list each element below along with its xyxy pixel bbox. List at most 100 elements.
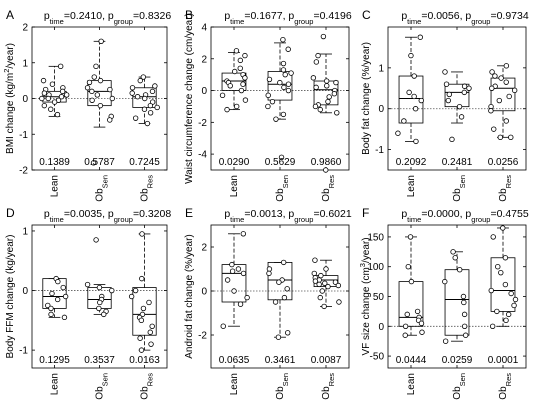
panel-title: ptime=0.0000, pgroup=0.4755 (401, 208, 529, 224)
data-point (404, 311, 410, 318)
data-point (266, 270, 272, 277)
data-point (495, 264, 501, 270)
data-point (322, 280, 328, 286)
data-point (462, 332, 469, 338)
data-point (275, 334, 282, 340)
data-point (411, 93, 417, 100)
data-point (318, 272, 324, 279)
data-point (456, 103, 463, 110)
data-point (401, 118, 407, 124)
data-point (142, 95, 148, 102)
data-point (316, 281, 322, 288)
y-tick-label: -1 (375, 145, 384, 156)
data-point (109, 287, 115, 294)
data-point (320, 33, 327, 40)
data-point (418, 97, 424, 104)
data-point (508, 134, 514, 141)
x-category-label: ObSen (95, 175, 110, 202)
data-point (512, 296, 519, 303)
axes-frame (387, 224, 527, 369)
panel-letter: B (185, 8, 193, 22)
data-point (450, 249, 456, 255)
data-point (313, 84, 319, 91)
data-point (86, 79, 93, 86)
y-tick-label: -2 (198, 331, 207, 342)
data-point (40, 77, 47, 84)
data-point (269, 98, 276, 105)
panel-c: -1 0 1 0.2092 0.2481 0.0256 Lean ObSen ObRes Body… (361, 8, 529, 202)
data-point (229, 268, 236, 274)
box-2 (267, 261, 293, 338)
data-point (138, 347, 145, 353)
y-tick-label: 4 (201, 23, 207, 34)
data-point (284, 286, 290, 292)
data-point (498, 269, 504, 276)
data-point (500, 225, 506, 231)
data-point (149, 323, 155, 329)
data-point (511, 87, 518, 94)
data-point (48, 311, 54, 318)
data-point (137, 77, 143, 84)
data-point (97, 102, 104, 109)
data-point (505, 311, 512, 318)
data-point (317, 106, 323, 113)
x-category-label: Lean (229, 175, 240, 197)
data-point (139, 275, 145, 282)
data-point (224, 277, 231, 283)
data-point (285, 87, 292, 94)
data-point (489, 69, 495, 75)
group-pvalue: 0.3461 (265, 355, 296, 366)
data-point (502, 255, 509, 261)
data-point (219, 92, 226, 99)
data-point (490, 234, 496, 240)
y-axis-label: Body FFM change (kg/year) (5, 235, 16, 359)
data-point (280, 111, 287, 118)
data-point (266, 266, 273, 272)
data-point (317, 294, 323, 301)
data-point (272, 299, 279, 305)
data-point (61, 314, 68, 321)
data-point (276, 279, 282, 285)
data-point (41, 90, 48, 96)
data-point (39, 95, 45, 102)
data-point (146, 299, 152, 306)
panel-letter: D (6, 206, 15, 220)
data-point (229, 261, 235, 268)
data-point (418, 320, 425, 327)
data-point (461, 311, 468, 318)
data-point (492, 73, 498, 79)
data-point (288, 70, 294, 76)
data-point (282, 71, 288, 78)
data-point (277, 79, 283, 86)
axes-frame (210, 224, 350, 369)
data-point (242, 52, 248, 59)
data-point (97, 299, 103, 306)
data-point (285, 330, 291, 336)
x-category-label: ObSen (452, 373, 467, 400)
data-point (497, 134, 504, 141)
data-point (407, 234, 414, 240)
y-tick-label: 2 (22, 23, 28, 34)
data-point (280, 67, 287, 73)
y-tick-label: 1 (22, 226, 28, 237)
data-point (54, 296, 61, 303)
data-point (445, 97, 451, 104)
data-point (333, 79, 339, 86)
data-point (63, 92, 70, 98)
x-category-label: ObRes (140, 373, 155, 400)
y-tick-label: -2 (19, 166, 28, 177)
box-iqr (267, 71, 293, 101)
panel-f: -50 0 50 100 150 0.0444 0.0259 0.0001 Lean ObSen O… (358, 206, 529, 400)
y-tick-label: 0 (22, 94, 28, 105)
panel-d: -1 0 1 0.1295 0.3537 0.0163 Lean ObSen ObRes Body… (5, 206, 171, 400)
data-point (220, 323, 226, 329)
data-point (84, 85, 91, 91)
data-point (319, 288, 325, 294)
data-point (62, 293, 69, 300)
data-point (107, 86, 113, 93)
data-point (235, 266, 242, 272)
data-point (331, 91, 338, 97)
data-point (503, 63, 510, 69)
data-point (148, 341, 154, 347)
y-axis-label: BMI change (kg/m2/year) (2, 43, 17, 154)
